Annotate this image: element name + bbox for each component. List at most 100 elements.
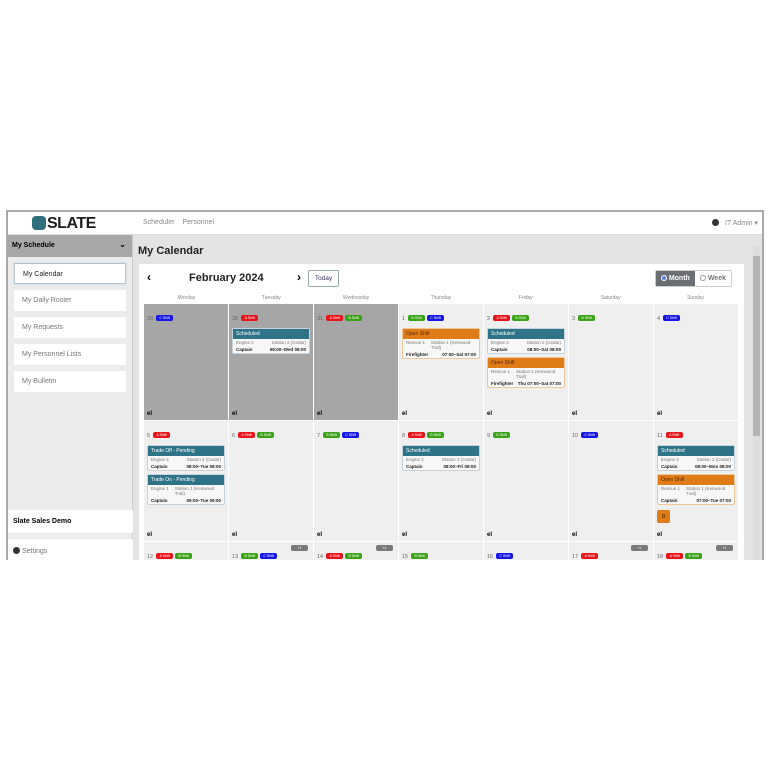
shift-badge-a[interactable]: A Shift — [408, 432, 426, 438]
shift-event[interactable]: Open Shift Rescue 1 Station 1 (Kenwood Tra… — [487, 357, 565, 388]
shift-badge-b[interactable]: B Shift — [323, 432, 341, 438]
sidebar-item-my-calendar[interactable]: My Calendar — [14, 263, 126, 284]
cell-footer-icon[interactable]: el — [232, 532, 238, 538]
shift-badge-b[interactable]: B Shift — [345, 315, 363, 321]
day-cell[interactable]: 10 C Shift el — [569, 421, 653, 541]
slate-logo[interactable]: SLATE — [32, 215, 96, 233]
day-cell[interactable]: 16 C Shift — [484, 542, 568, 560]
shift-badge-b[interactable]: B Shift — [411, 553, 429, 559]
shift-badge-c[interactable]: C Shift — [581, 432, 599, 438]
cell-footer-icon[interactable]: el — [657, 532, 663, 538]
more-badge[interactable]: +1 — [631, 545, 648, 551]
shift-event[interactable]: Open Shift Rescue 1 Station 1 (Kenwood Tra… — [657, 474, 735, 505]
shift-badge-c[interactable]: C Shift — [496, 553, 514, 559]
settings-link[interactable]: Settings — [8, 539, 133, 560]
cell-footer-icon[interactable]: el — [657, 411, 663, 417]
shift-badge-b[interactable]: B Shift — [493, 432, 511, 438]
user-menu[interactable]: IT Admin ▾ — [712, 219, 758, 227]
shift-badge-b[interactable]: B Shift — [175, 553, 193, 559]
shift-badge-a[interactable]: A Shift — [326, 315, 344, 321]
shift-badge-a[interactable]: A Shift — [241, 315, 259, 321]
sidebar-item-my-requests[interactable]: My Requests — [14, 317, 126, 338]
day-cell[interactable]: 29 C Shift el — [144, 304, 228, 420]
cell-footer-icon[interactable]: el — [317, 411, 323, 417]
cell-footer-icon[interactable]: el — [232, 411, 238, 417]
shift-badge-c[interactable]: C Shift — [342, 432, 360, 438]
sidebar-item-my-personnel-lists[interactable]: My Personnel Lists — [14, 344, 126, 365]
shift-badge-b[interactable]: B Shift — [512, 315, 530, 321]
shift-badge-a[interactable]: A Shift — [493, 315, 511, 321]
more-badge[interactable]: +1 — [716, 545, 733, 551]
shift-event[interactable]: Scheduled Engine 2 Station 2 (Cedar) Captai… — [657, 445, 735, 471]
shift-event[interactable]: Scheduled Engine 2 Station 2 (Cedar) Captai… — [232, 328, 310, 354]
day-cell[interactable]: 13 B Shift C Shift +1 — [229, 542, 313, 560]
shift-event[interactable]: Scheduled Engine 2 Station 2 (Cedar) Captai… — [487, 328, 565, 354]
help-icon[interactable] — [712, 219, 720, 226]
day-cell[interactable]: 11 A Shift Scheduled Engine 2 Station 2 (Ced… — [654, 421, 738, 541]
cell-footer-icon[interactable]: el — [487, 411, 493, 417]
shift-event[interactable]: Open Shift Rescue 1 Station 1 (Kenwood Tra… — [402, 328, 480, 359]
shift-badge-b[interactable]: B Shift — [427, 432, 445, 438]
shift-event[interactable]: Scheduled Engine 2 Station 2 (Cedar) Captai… — [402, 445, 480, 471]
shift-badge-a[interactable]: A Shift — [326, 553, 344, 559]
cell-footer-icon[interactable]: el — [572, 411, 578, 417]
day-cell[interactable]: 30 A Shift Scheduled Engine 2 Station 2 (Ced… — [229, 304, 313, 420]
more-events-button[interactable]: 0 — [657, 510, 670, 523]
cell-footer-icon[interactable]: el — [402, 411, 408, 417]
shift-badge-c[interactable]: C Shift — [260, 553, 278, 559]
shift-badge-b[interactable]: B Shift — [345, 553, 363, 559]
cell-footer-icon[interactable]: el — [147, 532, 153, 538]
shift-badge-c[interactable]: C Shift — [156, 315, 174, 321]
today-button[interactable]: Today — [308, 270, 339, 287]
day-cell[interactable]: 14 A Shift B Shift +1 — [314, 542, 398, 560]
shift-event[interactable]: Trade On - Pending Engine 1 Station 1 (Ken… — [147, 474, 225, 505]
day-cell[interactable]: 12 A Shift B Shift — [144, 542, 228, 560]
view-month-radio[interactable]: Month — [655, 271, 695, 286]
view-week-radio[interactable]: Week — [694, 271, 731, 286]
shift-badge-a[interactable]: A Shift — [666, 553, 684, 559]
shift-badge-b[interactable]: B Shift — [257, 432, 275, 438]
shift-event[interactable]: Trade Off - Pending Engine 2 Station 2 (Ce… — [147, 445, 225, 471]
shift-badge-b[interactable]: B Shift — [685, 553, 703, 559]
nav-personnel[interactable]: Personnel — [182, 219, 215, 226]
cell-footer-icon[interactable]: el — [402, 532, 408, 538]
scrollbar-thumb[interactable] — [753, 256, 760, 436]
day-cell[interactable]: 15 B Shift — [399, 542, 483, 560]
day-cell[interactable]: 31 A Shift B Shift el — [314, 304, 398, 420]
cell-footer-icon[interactable]: el — [487, 532, 493, 538]
next-month-button[interactable]: › — [297, 270, 301, 284]
sidebar-item-my-daily-roster[interactable]: My Daily Roster — [14, 290, 126, 311]
prev-month-button[interactable]: ‹ — [147, 270, 151, 284]
shift-badge-b[interactable]: B Shift — [578, 315, 596, 321]
shift-badge-c[interactable]: C Shift — [427, 315, 445, 321]
shift-badge-a[interactable]: A Shift — [153, 432, 171, 438]
cell-footer-icon[interactable]: el — [147, 411, 153, 417]
day-cell[interactable]: 17 A Shift +1 — [569, 542, 653, 560]
user-name[interactable]: IT Admin — [725, 220, 753, 227]
shift-badge-b[interactable]: B Shift — [408, 315, 426, 321]
sidebar-section-my-schedule[interactable]: My Schedule ⌄ — [8, 235, 132, 257]
shift-badge-a[interactable]: A Shift — [156, 553, 174, 559]
sidebar-item-my-bulletin[interactable]: My Bulletin — [14, 371, 126, 392]
scrollbar[interactable] — [753, 246, 760, 560]
shift-badge-a[interactable]: A Shift — [665, 432, 683, 438]
shift-badge-b[interactable]: B Shift — [241, 553, 259, 559]
cell-footer-icon[interactable]: el — [317, 532, 323, 538]
shift-badge-a[interactable]: A Shift — [581, 553, 599, 559]
more-badge[interactable]: +1 — [376, 545, 393, 551]
shift-badge-c[interactable]: C Shift — [663, 315, 681, 321]
shift-badge-a[interactable]: A Shift — [238, 432, 256, 438]
more-badge[interactable]: +1 — [291, 545, 308, 551]
nav-scheduler[interactable]: Scheduler — [143, 219, 175, 226]
org-name[interactable]: Slate Sales Demo — [8, 510, 133, 533]
day-cell[interactable]: 18 A Shift B Shift +1 — [654, 542, 738, 560]
